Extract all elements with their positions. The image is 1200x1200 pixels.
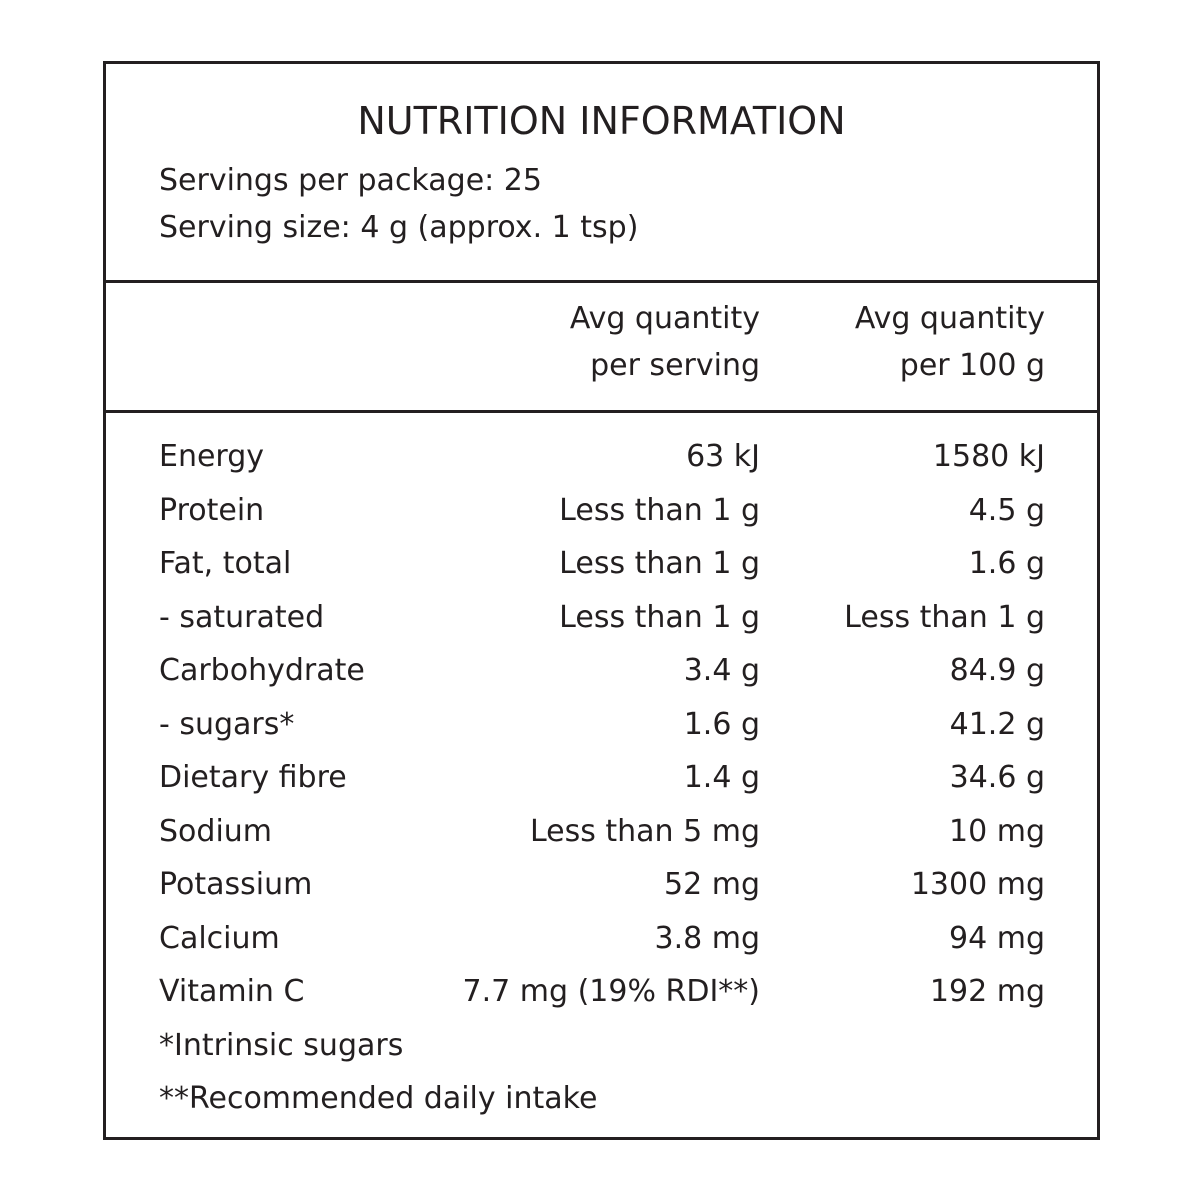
servings: Servings per package: 25 [159, 163, 542, 198]
per-serving: Less than 1 g [559, 546, 760, 581]
column-header: per 100 g [899, 348, 1045, 383]
nutrient-name: Dietary fibre [159, 760, 347, 795]
per-serving: 3.4 g [683, 653, 760, 688]
per-serving: 1.6 g [683, 706, 760, 742]
column-header: Avg quantity [854, 301, 1045, 336]
column-header: per serving [590, 348, 760, 383]
footnote: *Intrinsic sugars [159, 1027, 404, 1063]
per-100g: 1580 kJ [932, 439, 1045, 474]
nutrient-name: Sodium [159, 813, 273, 849]
nutrient-name: Energy [159, 439, 265, 474]
per-serving: 3.8 mg [654, 920, 760, 956]
per-serving: Less than 5 mg [529, 813, 760, 849]
nutrient-name: Potassium [159, 867, 313, 902]
per-100g: 94 mg [949, 920, 1045, 956]
nutrient-name: Fat, total [159, 546, 292, 581]
nutrient-name: - sugars* [159, 706, 295, 742]
column-header: Avg quantity [569, 301, 760, 336]
per-100g: 10 mg [949, 813, 1045, 849]
nutrition-panel: NUTRITION INFORMATION Servings per packa… [103, 61, 1100, 1140]
nutrient-name: Calcium [159, 920, 280, 956]
nutrient-name: Protein [159, 492, 265, 528]
serving-size: Serving size: 4 g (approx. 1 tsp) [159, 210, 639, 245]
nutrient-name: Carbohydrate [159, 653, 365, 688]
per-serving: 52 mg [664, 867, 760, 902]
divider [106, 410, 1097, 413]
per-100g: 41.2 g [949, 706, 1045, 742]
per-serving: 7.7 mg (19% RDI**) [462, 974, 760, 1009]
per-100g: 1.6 g [968, 546, 1045, 581]
nutrient-name: - saturated [159, 599, 325, 635]
per-100g: Less than 1 g [844, 599, 1045, 635]
per-100g: 34.6 g [949, 760, 1045, 795]
title: NUTRITION INFORMATION [357, 99, 846, 143]
per-100g: 4.5 g [968, 492, 1045, 528]
per-100g: 192 mg [929, 974, 1045, 1009]
per-100g: 84.9 g [949, 653, 1045, 688]
per-100g: 1300 mg [910, 867, 1045, 902]
per-serving: Less than 1 g [559, 492, 760, 528]
per-serving: 63 kJ [686, 439, 760, 474]
footnote: **Recommended daily intake [159, 1081, 598, 1116]
nutrient-name: Vitamin C [159, 974, 305, 1009]
divider [106, 280, 1097, 283]
per-serving: 1.4 g [683, 760, 760, 795]
per-serving: Less than 1 g [559, 599, 760, 635]
